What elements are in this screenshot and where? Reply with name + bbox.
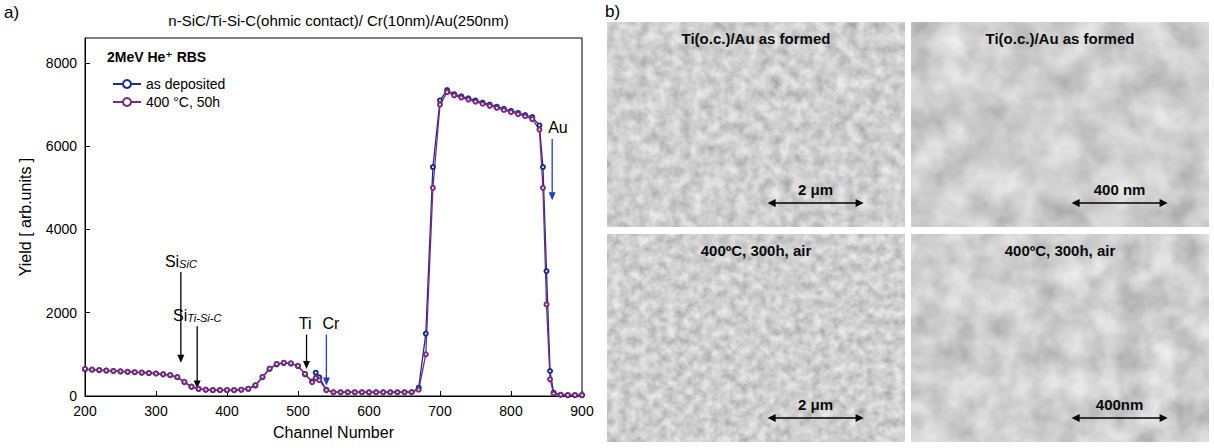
svg-text:b): b)	[605, 2, 620, 21]
svg-text:6000: 6000	[46, 138, 77, 154]
svg-text:2 μm: 2 μm	[798, 396, 833, 413]
svg-text:400ºC, 300h, air: 400ºC, 300h, air	[701, 242, 812, 259]
svg-text:a): a)	[4, 3, 19, 22]
svg-text:2000: 2000	[46, 305, 77, 321]
svg-text:4000: 4000	[46, 221, 77, 237]
svg-text:8000: 8000	[46, 55, 77, 71]
svg-text:Ti(o.c.)/Au as formed: Ti(o.c.)/Au as formed	[682, 30, 831, 47]
svg-text:400 °C, 50h: 400 °C, 50h	[146, 94, 220, 110]
svg-text:0: 0	[69, 388, 77, 404]
svg-text:Ti: Ti	[299, 315, 312, 332]
svg-text:Yield [ arb.units ]: Yield [ arb.units ]	[17, 158, 34, 277]
svg-text:200: 200	[73, 403, 97, 419]
svg-text:2MeV He⁺ RBS: 2MeV He⁺ RBS	[107, 49, 206, 65]
svg-text:Au: Au	[548, 119, 568, 136]
svg-text:400nm: 400nm	[1096, 396, 1144, 413]
svg-text:300: 300	[144, 403, 168, 419]
svg-text:Ti(o.c.)/Au as formed: Ti(o.c.)/Au as formed	[986, 30, 1135, 47]
svg-text:Si: Si	[173, 307, 187, 324]
svg-text:600: 600	[357, 403, 381, 419]
svg-text:n-SiC/Ti-Si-C(ohmic contact)/: n-SiC/Ti-Si-C(ohmic contact)/ Cr(10nm)/A…	[168, 12, 508, 29]
svg-text:400ºC, 300h, air: 400ºC, 300h, air	[1005, 242, 1116, 259]
svg-text:as deposited: as deposited	[146, 76, 225, 92]
svg-text:400 nm: 400 nm	[1094, 181, 1146, 198]
svg-text:Channel Number: Channel Number	[273, 424, 395, 441]
svg-text:500: 500	[286, 403, 310, 419]
svg-text:Ti-Si-C: Ti-Si-C	[187, 312, 221, 324]
svg-text:800: 800	[499, 403, 523, 419]
svg-text:2 μm: 2 μm	[798, 181, 833, 198]
svg-text:SiC: SiC	[179, 258, 197, 270]
svg-text:Si: Si	[165, 253, 179, 270]
svg-text:700: 700	[428, 403, 452, 419]
svg-text:400: 400	[215, 403, 239, 419]
svg-text:Cr: Cr	[322, 315, 340, 332]
svg-text:900: 900	[570, 403, 594, 419]
